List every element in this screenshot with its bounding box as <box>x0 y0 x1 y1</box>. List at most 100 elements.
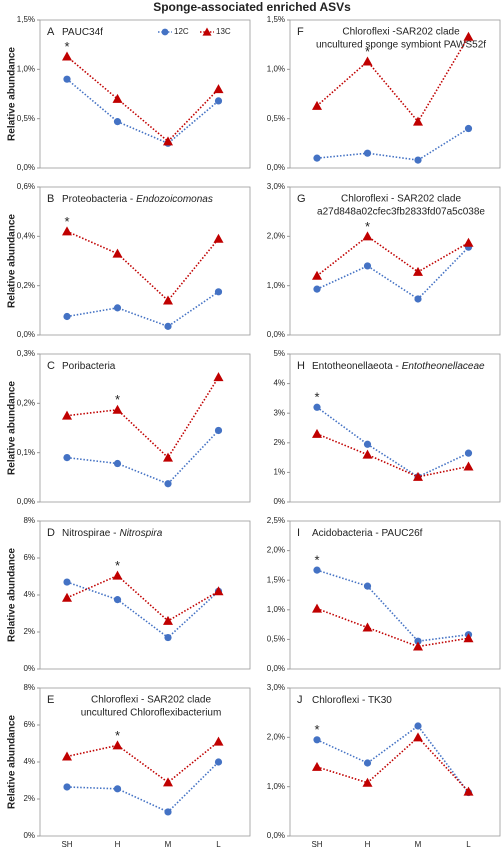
significance-mark: * <box>115 558 120 573</box>
marker <box>63 783 71 791</box>
marker <box>164 322 172 330</box>
marker <box>214 758 223 766</box>
y-axis-label: Relative abundance <box>7 715 18 809</box>
marker <box>413 116 423 126</box>
panel-title-italic: Endozoicomonas <box>136 194 213 205</box>
marker <box>113 785 122 793</box>
marker <box>112 570 123 580</box>
panel-title-text: Entotheonellaeota - <box>312 361 399 372</box>
marker <box>112 404 123 414</box>
y-tick-label: 4% <box>273 379 285 388</box>
marker <box>362 231 373 241</box>
y-tick-label: 2,0% <box>267 546 285 555</box>
panel-frame <box>39 186 251 336</box>
series-line <box>66 429 220 485</box>
y-tick-label: 8% <box>23 516 35 525</box>
panel-frame <box>39 19 251 169</box>
series-line <box>66 291 219 328</box>
panel-title: Chloroflexi - SAR202 clade <box>341 194 461 205</box>
marker <box>312 270 322 280</box>
panel-label: H <box>297 360 305 372</box>
panel-label: D <box>47 527 55 539</box>
marker <box>463 633 474 643</box>
legend-marker <box>202 27 212 36</box>
legend-label: 13C <box>216 27 231 36</box>
marker <box>214 426 223 435</box>
series-line <box>316 607 469 648</box>
marker <box>164 808 172 816</box>
panel-title-italic: Nitrospira <box>119 528 162 539</box>
significance-mark: * <box>64 214 69 229</box>
y-tick-label: 0,2% <box>17 281 35 290</box>
marker <box>413 641 423 651</box>
panel-title-text: Chloroflexi - TK30 <box>312 695 392 706</box>
y-tick-label: 2,0% <box>267 231 285 240</box>
y-tick-label: 1% <box>273 468 285 477</box>
panel-frame <box>289 687 501 837</box>
panel-title-italic: Entotheonellaceae <box>402 361 485 372</box>
marker <box>163 295 173 305</box>
panel-label: B <box>47 193 54 205</box>
panel-title: Chloroflexi - SAR202 clade <box>91 695 211 706</box>
marker <box>214 97 223 105</box>
y-tick-label: 0,4% <box>17 231 35 240</box>
significance-mark: * <box>314 390 319 405</box>
series-line <box>316 736 470 793</box>
marker <box>413 266 423 276</box>
y-tick-label: 1,5% <box>17 15 35 24</box>
series-line <box>316 724 470 794</box>
panel-label: F <box>297 26 304 38</box>
marker <box>414 637 422 645</box>
marker <box>213 233 224 243</box>
marker <box>62 410 72 420</box>
panel-title-text: PAUC34f <box>62 27 103 38</box>
y-tick-label: 5% <box>273 349 285 358</box>
marker <box>463 31 474 41</box>
marker <box>414 722 422 730</box>
y-tick-label: 3,0% <box>267 683 285 692</box>
y-tick-label: 2,5% <box>267 516 285 525</box>
panel-title-text: Proteobacteria - <box>62 194 133 205</box>
significance-mark: * <box>314 553 319 568</box>
y-tick-label: 0,5% <box>267 635 285 644</box>
y-tick-label: 3,0% <box>267 182 285 191</box>
marker <box>112 93 123 103</box>
x-tick-label: SH <box>61 840 72 849</box>
panel-title: uncultured sponge symbiont PAWS52f <box>316 40 486 51</box>
panel-title: Proteobacteria - Endozoicomonas <box>62 194 213 205</box>
y-tick-label: 1,0% <box>267 605 285 614</box>
y-tick-label: 0,5% <box>267 114 285 123</box>
y-tick-label: 2,0% <box>267 732 285 741</box>
y-tick-label: 0% <box>273 497 285 506</box>
marker <box>313 566 321 574</box>
marker <box>113 459 122 468</box>
y-tick-label: 0,0% <box>267 664 285 673</box>
panel-title: Acidobacteria - PAUC26f <box>312 528 423 539</box>
marker <box>214 288 223 296</box>
panel-frame <box>289 520 501 670</box>
marker <box>363 759 372 767</box>
legend-marker <box>161 28 169 36</box>
x-tick-label: SH <box>311 840 322 849</box>
marker <box>213 372 224 382</box>
significance-mark: * <box>365 219 370 234</box>
y-tick-label: 0,0% <box>17 163 35 172</box>
y-tick-label: 0% <box>23 664 35 673</box>
series-line <box>66 761 220 813</box>
marker <box>113 596 122 604</box>
marker <box>62 226 72 236</box>
marker <box>313 736 321 744</box>
figure-title: Sponge-associated enriched ASVs <box>153 0 351 14</box>
marker <box>363 262 372 270</box>
marker <box>63 75 71 83</box>
x-tick-label: M <box>415 840 422 849</box>
y-tick-label: 8% <box>23 683 35 692</box>
marker <box>312 428 322 438</box>
marker <box>63 312 71 321</box>
series-line <box>66 78 220 145</box>
marker <box>313 154 321 162</box>
marker <box>363 582 372 590</box>
marker <box>413 732 423 742</box>
panel-frame <box>289 353 501 503</box>
